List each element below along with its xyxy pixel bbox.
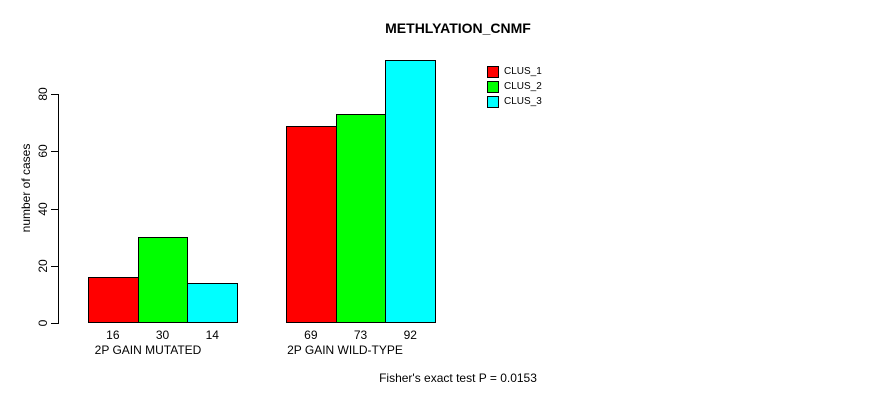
y-tick-label-0: 0 <box>36 319 50 327</box>
group-label-2p-gain-mutated: 2P GAIN MUTATED <box>94 343 202 357</box>
bar-value-label-clus-2-2p-gain-mutated: 30 <box>155 328 170 342</box>
legend-item-clus-3: CLUS_3 <box>487 96 542 108</box>
legend-label-clus-3: CLUS_3 <box>504 96 542 107</box>
legend-color-swatch-clus-1 <box>487 66 499 78</box>
y-tick-mark-80 <box>51 94 59 95</box>
legend-color-swatch-clus-3 <box>487 96 499 108</box>
bar-value-label-clus-1-2p-gain-mutated: 16 <box>106 328 120 342</box>
y-axis-label: number of cases <box>19 143 33 233</box>
legend-color-swatch-clus-2 <box>487 81 499 93</box>
legend-label-clus-1: CLUS_1 <box>504 66 542 77</box>
y-tick-label-40: 40 <box>36 202 50 216</box>
y-tick-mark-40 <box>51 209 59 210</box>
y-tick-label-60: 60 <box>36 144 50 158</box>
y-tick-mark-60 <box>51 151 59 152</box>
group-label-2p-gain-wild-type: 2P GAIN WILD-TYPE <box>287 343 403 357</box>
bar-clus-2-2p-gain-wild-type <box>336 114 386 323</box>
y-tick-label-20: 20 <box>36 259 50 273</box>
bar-clus-3-2p-gain-wild-type <box>385 60 436 323</box>
legend-label-clus-2: CLUS_2 <box>504 81 542 92</box>
legend-item-clus-2: CLUS_2 <box>487 81 542 93</box>
bar-value-label-clus-1-2p-gain-wild-type: 69 <box>304 328 318 342</box>
bar-value-label-clus-3-2p-gain-mutated: 14 <box>205 328 219 342</box>
chart-title: METHLYATION_CNMF <box>385 20 531 36</box>
bar-value-label-clus-3-2p-gain-wild-type: 92 <box>403 328 417 342</box>
bar-clus-2-2p-gain-mutated <box>138 237 188 323</box>
y-tick-mark-20 <box>51 266 59 267</box>
y-tick-label-80: 80 <box>36 87 50 101</box>
bar-clus-1-2p-gain-wild-type <box>286 126 337 323</box>
legend: CLUS_1 CLUS_2 CLUS_3 <box>487 66 542 111</box>
legend-item-clus-1: CLUS_1 <box>487 66 542 78</box>
bar-clus-3-2p-gain-mutated <box>187 283 238 323</box>
fisher-test-annotation: Fisher's exact test P = 0.0153 <box>379 371 537 385</box>
bar-value-label-clus-2-2p-gain-wild-type: 73 <box>353 328 368 342</box>
y-tick-mark-0 <box>51 323 59 324</box>
bar-clus-1-2p-gain-mutated <box>88 277 139 323</box>
